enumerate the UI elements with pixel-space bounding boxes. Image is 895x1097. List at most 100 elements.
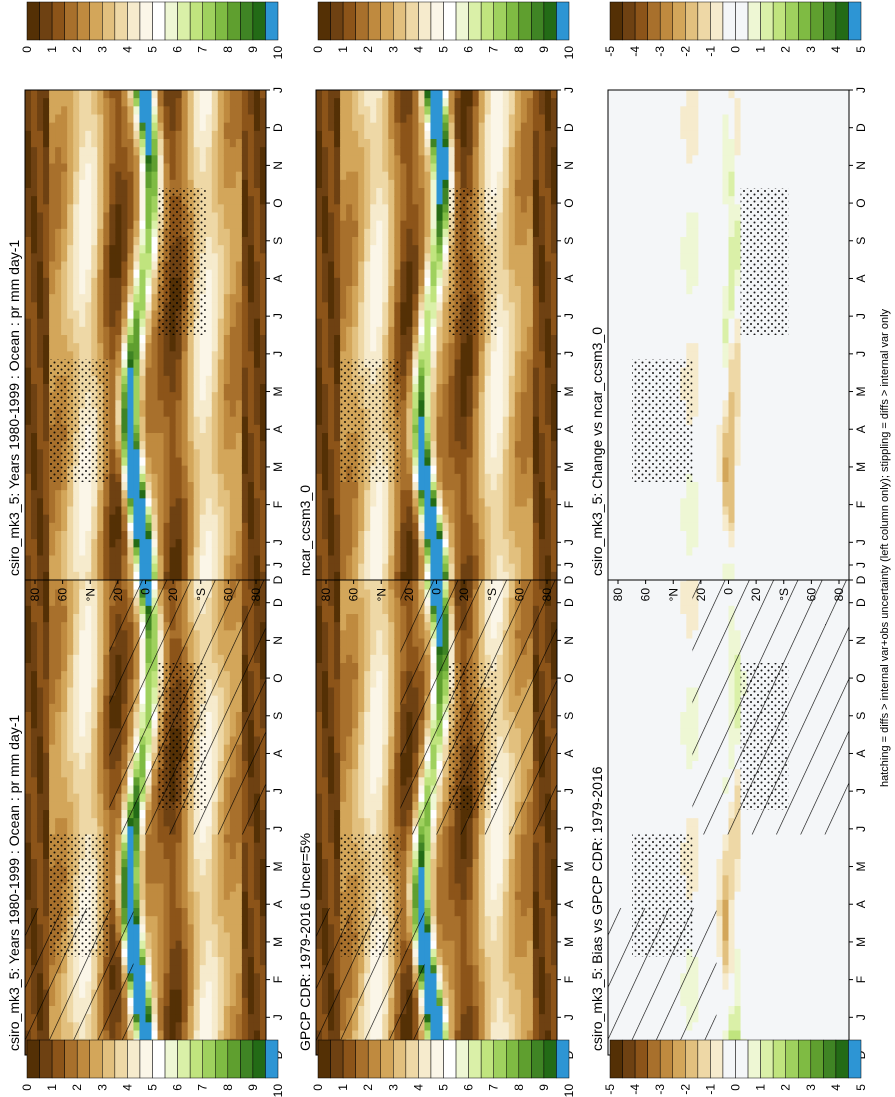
heatmap-cell	[25, 622, 32, 631]
heatmap-cell	[25, 457, 32, 467]
heatmap-cell	[103, 679, 110, 689]
heatmap-cell	[139, 90, 147, 99]
heatmap-cell	[247, 384, 255, 393]
heatmap-cell	[187, 867, 195, 876]
heatmap-cell	[103, 818, 110, 827]
heatmap-cell	[121, 473, 129, 483]
heatmap-cell	[217, 400, 225, 410]
heatmap-cell	[253, 326, 261, 336]
heatmap-cell	[229, 220, 237, 230]
heatmap-cell	[241, 155, 249, 165]
heatmap-cell	[61, 351, 68, 361]
heatmap-cell	[37, 522, 44, 532]
heatmap-cell	[121, 212, 129, 222]
heatmap-cell	[211, 351, 219, 361]
heatmap-cell	[181, 114, 189, 124]
heatmap-cell	[223, 212, 231, 222]
heatmap-cell	[223, 1030, 231, 1040]
heatmap-cell	[247, 859, 255, 868]
heatmap-cell	[43, 90, 50, 99]
heatmap-cell	[25, 449, 32, 459]
heatmap-cell	[169, 539, 177, 548]
heatmap-cell	[163, 899, 171, 909]
heatmap-cell	[163, 547, 171, 557]
heatmap-cell	[25, 695, 32, 705]
heatmap-cell	[37, 810, 44, 819]
heatmap-cell	[103, 302, 110, 312]
heatmap-cell	[127, 114, 135, 124]
heatmap-cell	[55, 785, 62, 795]
heatmap-cell	[253, 957, 261, 966]
heatmap-cell	[151, 883, 159, 893]
heatmap-cell	[37, 531, 44, 540]
heatmap-cell	[217, 179, 225, 189]
heatmap-cell	[79, 654, 86, 664]
heatmap-cell	[157, 416, 165, 426]
heatmap-cell	[217, 335, 225, 344]
heatmap-cell	[247, 981, 255, 991]
heatmap-cell	[151, 441, 159, 450]
heatmap-cell	[103, 253, 110, 263]
heatmap-cell	[97, 752, 104, 762]
heatmap-cell	[55, 188, 62, 197]
heatmap-cell	[181, 482, 189, 491]
heatmap-cell	[67, 98, 74, 107]
heatmap-cell	[49, 139, 56, 148]
heatmap-cell	[115, 343, 122, 352]
heatmap-cell	[97, 179, 104, 189]
heatmap-cell	[235, 335, 243, 344]
heatmap-cell	[187, 1022, 195, 1032]
heatmap-cell	[67, 114, 74, 124]
heatmap-cell	[205, 302, 213, 312]
heatmap-cell	[145, 859, 153, 868]
heatmap-cell	[205, 367, 213, 377]
heatmap-cell	[169, 139, 177, 148]
heatmap-cell	[157, 1022, 165, 1032]
heatmap-cell	[169, 457, 177, 467]
heatmap-cell	[151, 973, 159, 983]
heatmap-cell	[157, 375, 165, 385]
heatmap-cell	[49, 302, 56, 312]
heatmap-cell	[61, 801, 68, 811]
heatmap-cell	[73, 605, 80, 615]
heatmap-cell	[43, 605, 50, 615]
heatmap-cell	[247, 163, 255, 173]
heatmap-cell	[169, 514, 177, 524]
heatmap-cell	[316, 671, 323, 680]
heatmap-cell	[229, 997, 237, 1007]
heatmap-cell	[223, 834, 231, 844]
heatmap-cell	[139, 163, 147, 173]
heatmap-cell	[169, 114, 177, 124]
heatmap-cell	[223, 106, 231, 116]
heatmap-cell	[55, 196, 62, 205]
heatmap-cell	[229, 424, 237, 434]
heatmap-cell	[181, 1006, 189, 1015]
heatmap-cell	[109, 139, 116, 148]
heatmap-cell	[31, 343, 38, 352]
colorbar-swatch	[139, 1, 153, 41]
heatmap-cell	[211, 834, 219, 844]
heatmap-cell	[163, 506, 171, 516]
heatmap-cell	[241, 147, 249, 156]
heatmap-cell	[31, 883, 38, 893]
heatmap-cell	[223, 269, 231, 279]
heatmap-cell	[181, 563, 189, 573]
heatmap-cell	[25, 859, 32, 868]
heatmap-cell	[235, 555, 243, 565]
heatmap-cell	[103, 98, 110, 107]
heatmap-cell	[133, 310, 141, 320]
heatmap-cell	[259, 212, 266, 222]
heatmap-cell	[205, 932, 213, 942]
heatmap-cell	[253, 457, 261, 467]
heatmap-cell	[61, 555, 68, 565]
heatmap-cell	[49, 490, 56, 499]
heatmap-cell	[187, 155, 195, 165]
heatmap-cell	[253, 122, 261, 132]
heatmap-cell	[187, 90, 195, 99]
heatmap-cell	[193, 473, 201, 483]
heatmap-cell	[253, 899, 261, 909]
heatmap-cell	[37, 506, 44, 516]
heatmap-cell	[211, 940, 219, 950]
heatmap-cell	[175, 457, 183, 467]
heatmap-cell	[175, 1030, 183, 1040]
